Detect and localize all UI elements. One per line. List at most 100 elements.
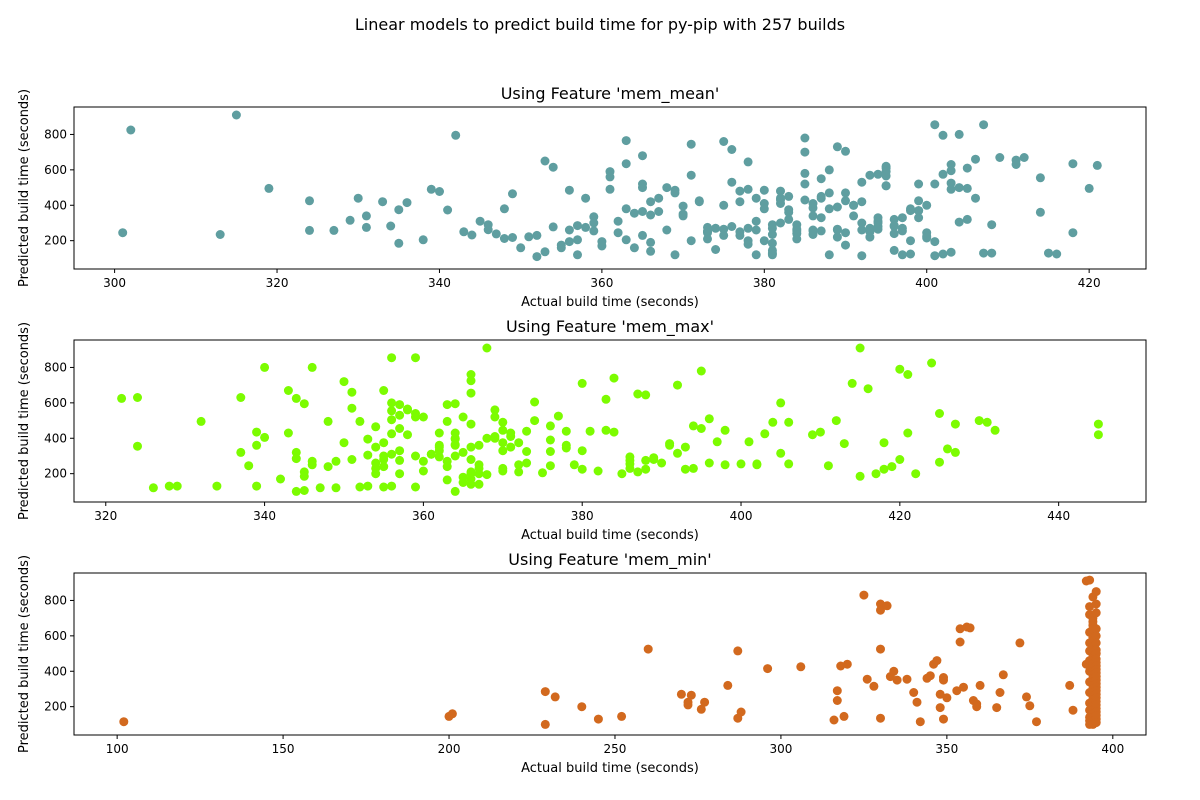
data-point [403, 404, 412, 414]
data-point [646, 237, 656, 247]
data-point [466, 419, 476, 429]
panel-title: Using Feature 'mem_min' [508, 550, 711, 570]
data-point [889, 221, 899, 231]
data-point [564, 237, 574, 247]
data-point [516, 243, 526, 253]
data-point [930, 237, 940, 247]
data-point [733, 646, 743, 656]
data-point [719, 224, 729, 234]
data-point [545, 435, 555, 445]
data-point [979, 248, 989, 258]
data-point [613, 216, 623, 226]
data-point [857, 225, 867, 235]
data-point [426, 184, 436, 194]
data-point [971, 154, 980, 164]
data-point [490, 412, 500, 422]
data-point [119, 717, 129, 727]
data-point [260, 362, 270, 372]
data-point [962, 183, 972, 193]
data-point [839, 711, 849, 721]
data-point [784, 207, 794, 217]
data-point [601, 394, 611, 404]
data-point [743, 184, 753, 194]
data-point [950, 419, 960, 429]
data-point [236, 393, 246, 402]
data-point [646, 246, 656, 256]
data-point [719, 200, 729, 210]
axes-frame [73, 572, 1147, 736]
data-point [950, 447, 960, 457]
data-point [1091, 624, 1101, 634]
data-point [873, 224, 883, 234]
data-point [736, 707, 746, 717]
data-point [751, 225, 761, 235]
data-point [508, 189, 517, 199]
data-point [895, 364, 905, 374]
data-point [842, 659, 852, 669]
data-point [291, 393, 301, 403]
data-point [629, 243, 639, 253]
data-point [589, 212, 599, 222]
data-point [1091, 599, 1101, 609]
data-point [897, 226, 907, 236]
data-point [361, 211, 371, 221]
data-point [299, 467, 309, 477]
data-point [1093, 430, 1103, 440]
data-point [577, 446, 587, 456]
data-point [641, 390, 651, 400]
data-point [458, 447, 468, 457]
data-point [865, 170, 875, 180]
data-point [686, 236, 696, 246]
data-point [914, 206, 924, 216]
data-point [678, 211, 688, 221]
data-point [808, 225, 818, 235]
data-point [299, 486, 309, 495]
data-point [601, 425, 611, 435]
data-point [490, 432, 500, 441]
data-point [621, 136, 631, 146]
data-point [283, 428, 293, 438]
data-point [727, 222, 737, 231]
data-point [776, 218, 785, 228]
data-point [686, 139, 696, 149]
data-point [800, 168, 810, 178]
data-point [939, 714, 948, 724]
data-point [450, 399, 460, 409]
data-point [426, 449, 436, 459]
data-point [1091, 631, 1101, 641]
data-point [545, 461, 555, 471]
data-point [443, 205, 453, 215]
data-point [418, 412, 428, 422]
scatter-panel: Using Feature 'mem_min' 100 150 200 250 300 35… [17, 550, 1147, 776]
data-point [252, 440, 262, 450]
data-point [979, 120, 989, 130]
data-point [442, 416, 452, 426]
data-point [593, 466, 603, 476]
panel-title: Using Feature 'mem_mean' [501, 84, 720, 104]
data-point [450, 451, 460, 461]
data-point [522, 458, 532, 468]
data-point [126, 125, 136, 135]
data-point [662, 183, 672, 193]
data-point [784, 459, 794, 469]
data-point [561, 426, 571, 436]
data-point [466, 370, 476, 379]
data-point [879, 438, 889, 448]
data-point [345, 215, 355, 225]
data-point [800, 133, 810, 143]
data-point [276, 474, 285, 484]
data-point [585, 426, 595, 436]
data-point [1068, 159, 1078, 169]
data-point [1092, 160, 1102, 170]
data-point [971, 193, 980, 203]
data-point [291, 454, 301, 464]
data-point [474, 440, 484, 450]
data-point [935, 689, 945, 699]
data-point [244, 461, 254, 471]
data-point [196, 416, 206, 426]
data-point [680, 464, 690, 474]
data-point [735, 197, 745, 207]
data-point [490, 405, 500, 415]
data-point [712, 437, 722, 447]
data-point [379, 462, 389, 472]
